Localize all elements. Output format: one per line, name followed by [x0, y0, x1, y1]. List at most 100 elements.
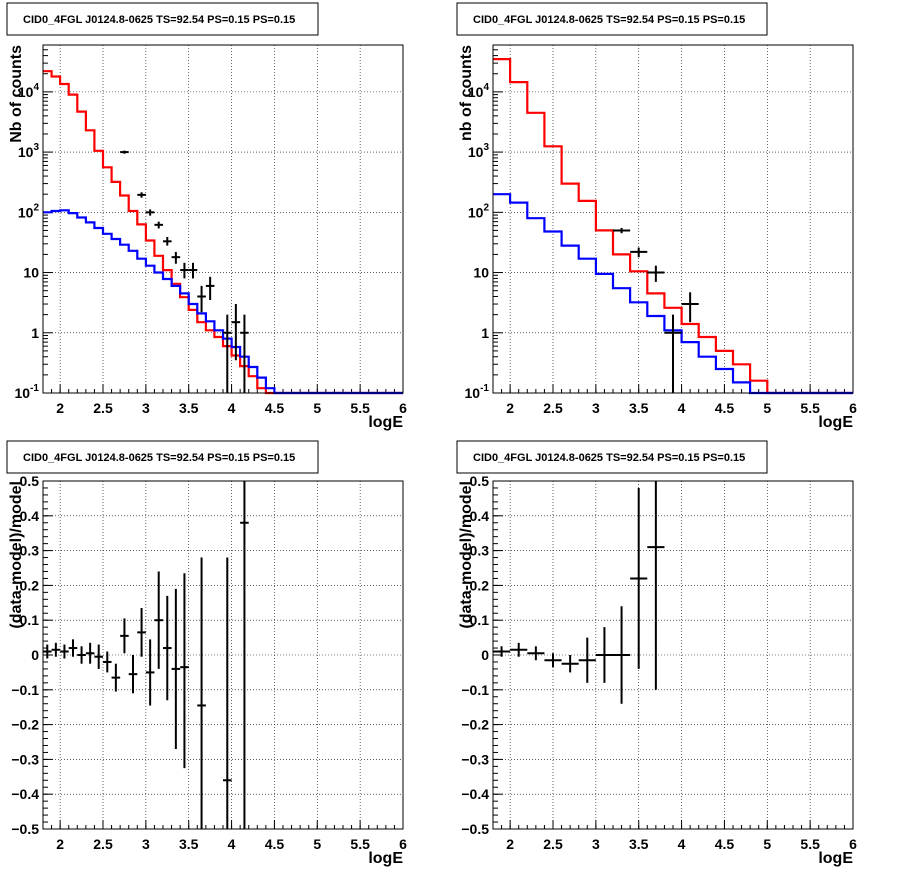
data-point [578, 637, 596, 683]
data-point [137, 192, 146, 198]
title-box [456, 440, 768, 474]
grid-lines [493, 481, 853, 829]
x-tick-label: 5 [763, 836, 771, 852]
data-point [111, 663, 121, 692]
chart-title: CID0_4FGL J0124.8-0625 TS=92.54 PS=0.15 … [473, 452, 745, 464]
plot-frame [42, 44, 404, 394]
x-axis-label: logE [368, 414, 403, 431]
y-tick-label: 104 [468, 82, 490, 100]
y-axis-label: nb of counts [458, 45, 475, 141]
y-tick-label: −0.1 [461, 682, 489, 698]
plot-frame [492, 44, 854, 394]
x-tick-label: 4 [678, 836, 686, 852]
y-tick-label: 0.5 [470, 473, 490, 489]
data-point [77, 646, 86, 664]
y-tick-label: −0.3 [461, 751, 489, 767]
y-tick-label: 0.2 [20, 577, 40, 593]
y-axis-label: (data-model)/model [458, 481, 475, 629]
x-tick-label: 2 [56, 836, 64, 852]
x-tick-label: 3.5 [629, 400, 649, 416]
histogram-series-1 [43, 70, 403, 395]
histogram-series-1 [493, 58, 853, 395]
data-point [145, 209, 155, 216]
x-tick-label: 4.5 [715, 836, 735, 852]
y-tick-label: 0.3 [20, 543, 40, 559]
chart-panel-3: CID0_4FGL J0124.8-0625 TS=92.54 PS=0.15 … [6, 440, 407, 867]
data-point [43, 644, 52, 659]
data-point [103, 651, 112, 673]
x-tick-label: 2.5 [93, 400, 113, 416]
x-tick-label: 5.5 [800, 836, 820, 852]
y-tick-label: −0.2 [11, 717, 39, 733]
data-point [171, 251, 181, 264]
x-tick-label: 4.5 [715, 400, 735, 416]
chart-panel-2: CID0_4FGL J0124.8-0625 TS=92.54 PS=0.15 … [456, 2, 857, 431]
y-tick-label: −0.3 [11, 751, 39, 767]
data-point [163, 595, 172, 701]
y-tick-label: 104 [18, 82, 40, 100]
data-point [197, 285, 206, 313]
title-box [6, 2, 319, 36]
x-axis-label: logE [368, 850, 403, 867]
x-tick-label: 3 [592, 400, 600, 416]
x-tick-label: 3.5 [629, 836, 649, 852]
y-tick-label: 102 [468, 202, 490, 220]
y-tick-label: −0.5 [461, 821, 489, 837]
x-tick-label: 6 [399, 400, 407, 416]
x-tick-label: 4 [228, 836, 236, 852]
data-point [647, 481, 665, 690]
y-tick-label: 0.4 [470, 508, 490, 524]
x-tick-label: 5.5 [800, 400, 820, 416]
x-tick-label: 2.5 [543, 400, 563, 416]
plot-frame [42, 480, 404, 830]
x-tick-label: 3 [592, 836, 600, 852]
data-point [561, 655, 579, 673]
title-box [456, 2, 768, 36]
data-point [223, 314, 232, 393]
data-point [180, 262, 189, 279]
x-axis-label: logE [818, 414, 853, 431]
grid-lines [43, 481, 403, 829]
data-point [171, 588, 181, 749]
data-point [240, 481, 249, 829]
data-point [60, 644, 69, 659]
data-point [163, 236, 172, 246]
data-point [664, 314, 682, 393]
data-point [647, 265, 665, 282]
x-tick-label: 3.5 [179, 400, 199, 416]
data-point [180, 573, 189, 769]
x-tick-label: 4.5 [265, 836, 285, 852]
x-tick-label: 5 [313, 400, 321, 416]
histogram-series-2 [43, 209, 403, 395]
y-tick-label: 10 [23, 265, 39, 281]
y-tick-label: 0.5 [20, 473, 40, 489]
x-tick-label: 2 [506, 836, 514, 852]
x-tick-label: 2.5 [543, 836, 563, 852]
data-point [493, 646, 511, 657]
data-point [51, 642, 61, 657]
data-point [527, 646, 545, 661]
data-point [154, 571, 163, 669]
x-tick-label: 5 [763, 400, 771, 416]
title-box [6, 440, 319, 474]
y-tick-label: 1 [481, 325, 489, 341]
chart-title: CID0_4FGL J0124.8-0625 TS=92.54 PS=0.15 … [473, 14, 745, 26]
y-tick-label: 10 [473, 265, 489, 281]
chart-panel-4: CID0_4FGL J0124.8-0625 TS=92.54 PS=0.15 … [456, 440, 857, 867]
y-tick-label: 103 [468, 142, 490, 160]
data-point [137, 608, 146, 657]
data-point [681, 292, 699, 323]
data-point [613, 606, 631, 704]
y-tick-label: −0.4 [461, 786, 489, 802]
data-point [613, 227, 631, 234]
data-point [240, 314, 249, 393]
y-tick-label: 10-1 [15, 383, 40, 401]
y-tick-label: 0.1 [20, 612, 40, 628]
data-point [68, 639, 78, 657]
data-point [630, 487, 648, 669]
chart-panel-1: CID0_4FGL J0124.8-0625 TS=92.54 PS=0.15 … [6, 2, 407, 431]
y-tick-label: −0.5 [11, 821, 39, 837]
grid-lines [493, 45, 853, 393]
y-tick-label: 0.4 [20, 508, 40, 524]
